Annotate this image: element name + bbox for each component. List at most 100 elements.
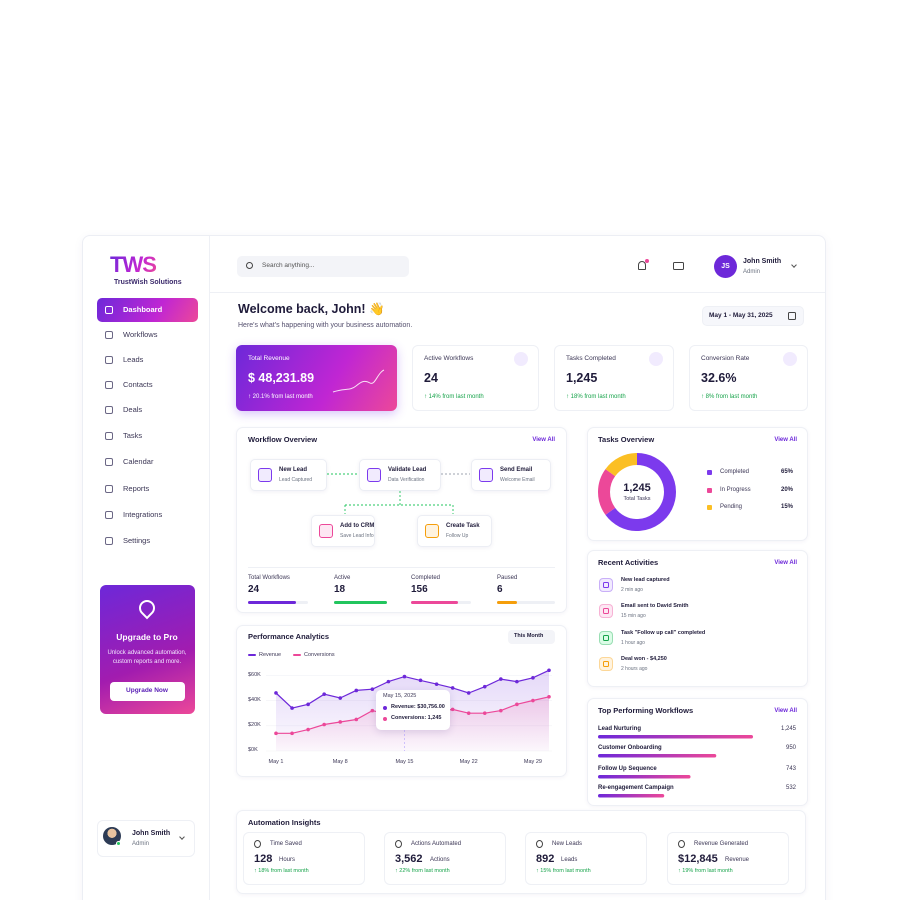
sidebar-divider [209,236,210,900]
view-all-link[interactable]: View All [774,560,797,566]
insight-icon [536,840,543,848]
sidebar-user-card[interactable] [97,820,195,857]
nav-item[interactable]: Workflows [123,330,158,340]
panel-title: Top Performing Workflows [598,706,694,716]
insight-unit: Actions [430,857,450,863]
nav-item[interactable]: Calendar [123,457,154,467]
activity-time: 2 min ago [621,586,643,593]
kpi-change: ↑ 8% from last month [701,394,758,400]
insight-card [667,832,789,885]
search-icon [246,262,253,269]
node-sub: Welcome Email [500,476,535,483]
stat-fill [248,601,296,604]
page-title: Welcome back, John! 👋 [238,301,385,316]
period-label[interactable]: This Month [514,633,544,640]
activity-glyph [603,661,609,667]
stat-value: 24 [248,584,260,595]
legend-value: 15% [780,504,793,510]
activity-title: Email sent to David Smith [621,603,689,610]
user-role: Admin [743,269,761,275]
legend-label: Revenue [259,651,282,658]
nav-item[interactable]: Dashboard [123,305,163,315]
legend-swatch [707,469,712,475]
avatar-initials[interactable]: JS [721,263,730,270]
x-tick-label: May 29 [523,759,542,766]
y-tick-label: $40K [248,696,261,703]
activity-time: 1 hour ago [621,639,645,646]
insight-label: Time Saved [270,841,302,847]
tooltip-date: May 15, 2025 [383,693,417,700]
activity-glyph [603,608,609,614]
panel [236,427,567,613]
date-picker[interactable] [702,306,804,326]
stat-fill [411,601,458,604]
workflow-name: Customer Onboarding [598,745,662,751]
nav-item[interactable]: Contacts [123,380,153,390]
activity-icon [599,631,613,645]
node-icon [479,468,493,482]
workflow-name: Follow Up Sequence [598,766,657,772]
activity-glyph [603,635,609,641]
kpi-icon [783,352,797,366]
nav-item[interactable]: Tasks [123,431,143,441]
avatar[interactable] [714,255,737,278]
upgrade-button[interactable] [110,682,185,701]
nav-item[interactable]: Settings [123,536,151,546]
view-all-link[interactable]: View All [774,708,797,714]
nav-icon [105,356,113,364]
bell-icon[interactable] [638,261,646,270]
nav-item[interactable]: Leads [123,355,144,365]
nav-item[interactable]: Integrations [123,510,163,520]
search-placeholder[interactable]: Search anything... [262,262,315,270]
period-select[interactable] [508,630,555,644]
x-tick-label: May 8 [332,759,348,766]
upgrade-button-label[interactable]: Upgrade Now [126,687,168,695]
insight-unit: Revenue [725,857,750,863]
date-range[interactable]: May 1 - May 31, 2025 [709,311,773,319]
view-all-link[interactable]: View All [774,437,797,443]
divider [248,567,555,568]
stat-value: 18 [334,584,346,595]
node-sub: Save Lead Info [340,532,374,539]
insight-value: $12,845 [678,852,718,865]
panel-title: Tasks Overview [598,435,655,445]
activity-title: Deal won - $4,250 [621,656,667,663]
stat-track [497,601,555,604]
nav-icon [105,381,113,389]
activity-time: 15 min ago [621,612,646,619]
y-tick-label: $60K [248,671,261,678]
workflow-value: 743 [785,766,796,772]
brand-name: TrustWish Solutions [114,278,182,286]
kpi-change: ↑ 18% from last month [566,394,626,400]
nav-item[interactable]: Deals [123,405,143,415]
insight-value: 892 [536,852,555,865]
upgrade-title: Upgrade to Pro [116,631,178,642]
node-label: Add to CRM [340,523,375,529]
nav-icon [105,432,113,440]
online-dot [116,841,121,846]
stat-fill [497,601,517,604]
insight-card [243,832,365,885]
stat-value: 6 [497,584,503,595]
insight-label: Actions Automated [411,841,462,847]
legend-label: Conversions [304,651,335,658]
insight-card [384,832,506,885]
panel [587,698,808,806]
view-all-link[interactable]: View All [532,437,555,443]
tooltip-revenue: Revenue: $30,756.00 [391,704,445,711]
insight-label: New Leads [552,841,583,847]
search-box[interactable] [237,256,409,277]
activity-icon [599,657,613,671]
mail-icon[interactable] [673,262,684,270]
node-label: Create Task [446,523,480,529]
panel-title: Recent Activities [598,558,659,568]
workflow-value: 950 [785,745,796,751]
nav-icon [105,306,113,314]
activity-title: Task "Follow up call" completed [621,630,706,637]
node-label: Validate Lead [388,467,427,473]
nav-item[interactable]: Reports [123,484,150,494]
panel-title: Performance Analytics [248,632,330,642]
insight-unit: Leads [561,857,578,863]
kpi-icon [649,352,663,366]
node-icon [319,524,333,538]
